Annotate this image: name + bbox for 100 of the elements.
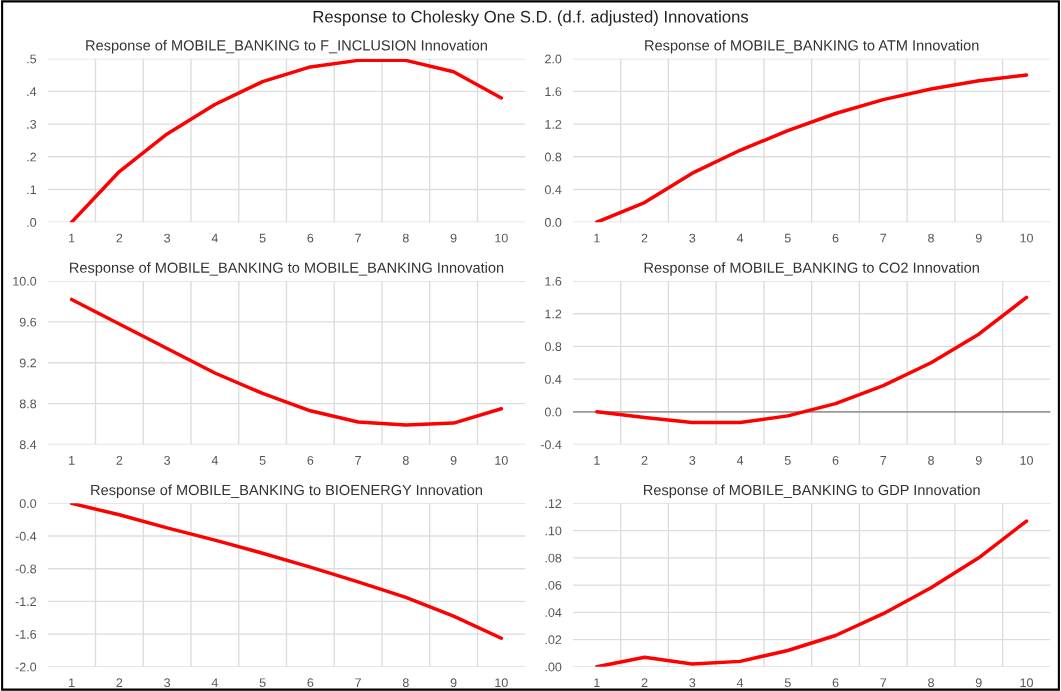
x-tick-label: 4: [736, 678, 744, 687]
y-tick-label: 9.2: [19, 358, 37, 368]
chart-title: Response of MOBILE_BANKING to CO2 Innovation: [644, 262, 979, 276]
y-tick-label: .4: [27, 87, 37, 96]
x-tick-label: 9: [450, 455, 457, 465]
y-tick-label: .1: [27, 185, 37, 195]
y-tick-label: .2: [27, 152, 37, 162]
y-tick-label: .0: [27, 218, 37, 227]
y-tick-label: .08: [545, 553, 562, 563]
chart-title: Response of MOBILE_BANKING to GDP Innovation: [643, 484, 980, 499]
x-tick-label: 7: [355, 233, 361, 243]
x-tick-label: 7: [355, 678, 361, 687]
y-tick-label: 0.8: [544, 152, 562, 162]
x-tick-label: 1: [69, 456, 75, 465]
x-tick-label: 3: [164, 233, 171, 243]
x-tick-label: 8: [402, 233, 409, 243]
x-tick-label: 2: [641, 233, 648, 243]
x-tick-label: 7: [880, 456, 887, 465]
x-tick-label: 3: [689, 455, 696, 465]
y-tick-label: 1.2: [545, 309, 562, 319]
line-series: [595, 295, 1029, 425]
x-tick-label: 2: [116, 455, 123, 465]
y-tick-label: .5: [27, 54, 37, 64]
y-tick-label: .02: [545, 635, 562, 645]
x-tick-label: 7: [880, 233, 887, 243]
x-tick-label: 1: [594, 233, 600, 243]
y-tick-label: .04: [545, 608, 562, 617]
line-series: [69, 297, 504, 427]
x-tick-label: 9: [975, 233, 982, 243]
x-tick-label: 9: [975, 678, 982, 688]
x-tick-label: 10: [1020, 455, 1033, 465]
x-tick-label: 4: [736, 233, 744, 243]
x-tick-label: 2: [116, 678, 123, 687]
y-tick-label: 8.4: [19, 440, 37, 450]
x-tick-label: 1: [594, 456, 600, 465]
y-tick-label: 9.6: [19, 317, 37, 327]
line-series: [595, 519, 1029, 667]
chart-title: Response of MOBILE_BANKING to BIOENERGY Innovation: [91, 484, 482, 499]
x-tick-label: 10: [495, 455, 508, 465]
x-tick-label: 10: [495, 678, 508, 688]
x-tick-label: 4: [736, 456, 744, 465]
x-tick-label: 6: [832, 678, 839, 688]
x-tick-label: 8: [928, 455, 934, 465]
y-tick-label: -0.8: [15, 564, 37, 574]
x-tick-label: 10: [1020, 678, 1033, 688]
y-tick-label: .12: [545, 499, 562, 508]
y-tick-label: -1.6: [15, 629, 37, 639]
x-tick-label: 2: [116, 233, 123, 243]
y-tick-label: .00: [545, 662, 562, 672]
x-tick-label: 2: [641, 455, 648, 465]
x-tick-label: 3: [689, 233, 696, 243]
line-series: [69, 58, 504, 223]
x-tick-label: 7: [355, 456, 361, 465]
x-tick-label: 8: [928, 678, 934, 688]
y-tick-label: 8.8: [19, 399, 37, 409]
x-tick-label: 8: [928, 233, 934, 243]
y-tick-label: .06: [545, 580, 562, 590]
y-tick-label: -0.4: [15, 531, 37, 541]
y-tick-label: -0.4: [540, 440, 562, 450]
x-tick-label: 4: [211, 456, 218, 465]
y-tick-label: 2.0: [545, 54, 562, 64]
x-tick-label: 1: [69, 233, 75, 243]
x-tick-label: 5: [784, 233, 791, 243]
y-tick-label: 1.6: [545, 276, 562, 286]
x-tick-label: 5: [784, 678, 791, 688]
x-tick-label: 2: [641, 678, 648, 687]
x-tick-label: 8: [402, 455, 409, 465]
x-tick-label: 6: [832, 455, 839, 465]
x-tick-label: 1: [594, 678, 600, 687]
x-tick-label: 5: [259, 233, 266, 243]
x-tick-label: 3: [164, 678, 171, 688]
x-tick-label: 3: [164, 455, 171, 465]
y-tick-label: 1.2: [545, 119, 562, 129]
x-tick-label: 10: [1020, 233, 1033, 243]
y-tick-label: .10: [545, 526, 562, 536]
y-tick-label: .3: [27, 119, 37, 129]
chart-title: Response of MOBILE_BANKING to MOBILE_BANKING Innovation: [70, 262, 504, 276]
x-tick-label: 5: [784, 456, 791, 465]
x-tick-label: 7: [880, 678, 887, 687]
x-tick-label: 5: [259, 456, 266, 465]
x-tick-label: 10: [495, 233, 508, 243]
y-tick-label: 0.0: [544, 218, 562, 227]
line-series: [595, 73, 1029, 223]
x-tick-label: 9: [450, 678, 457, 688]
y-tick-label: 0.0: [544, 407, 562, 417]
y-tick-label: -2.0: [15, 662, 37, 672]
chart-title: Response of MOBILE_BANKING to F_INCLUSION Innovation: [86, 39, 487, 54]
y-tick-label: -1.2: [15, 597, 37, 606]
y-tick-label: 0.4: [544, 374, 562, 384]
x-tick-label: 3: [689, 678, 696, 688]
y-tick-label: 0.4: [544, 185, 562, 195]
y-tick-label: 10.0: [13, 276, 37, 286]
x-tick-label: 6: [307, 678, 314, 688]
line-series: [69, 503, 504, 640]
x-tick-label: 9: [450, 233, 457, 243]
y-tick-label: 0.0: [19, 499, 37, 508]
x-tick-label: 4: [211, 233, 218, 243]
x-tick-label: 6: [307, 455, 314, 465]
x-tick-label: 4: [211, 678, 218, 687]
x-tick-label: 6: [307, 233, 314, 243]
